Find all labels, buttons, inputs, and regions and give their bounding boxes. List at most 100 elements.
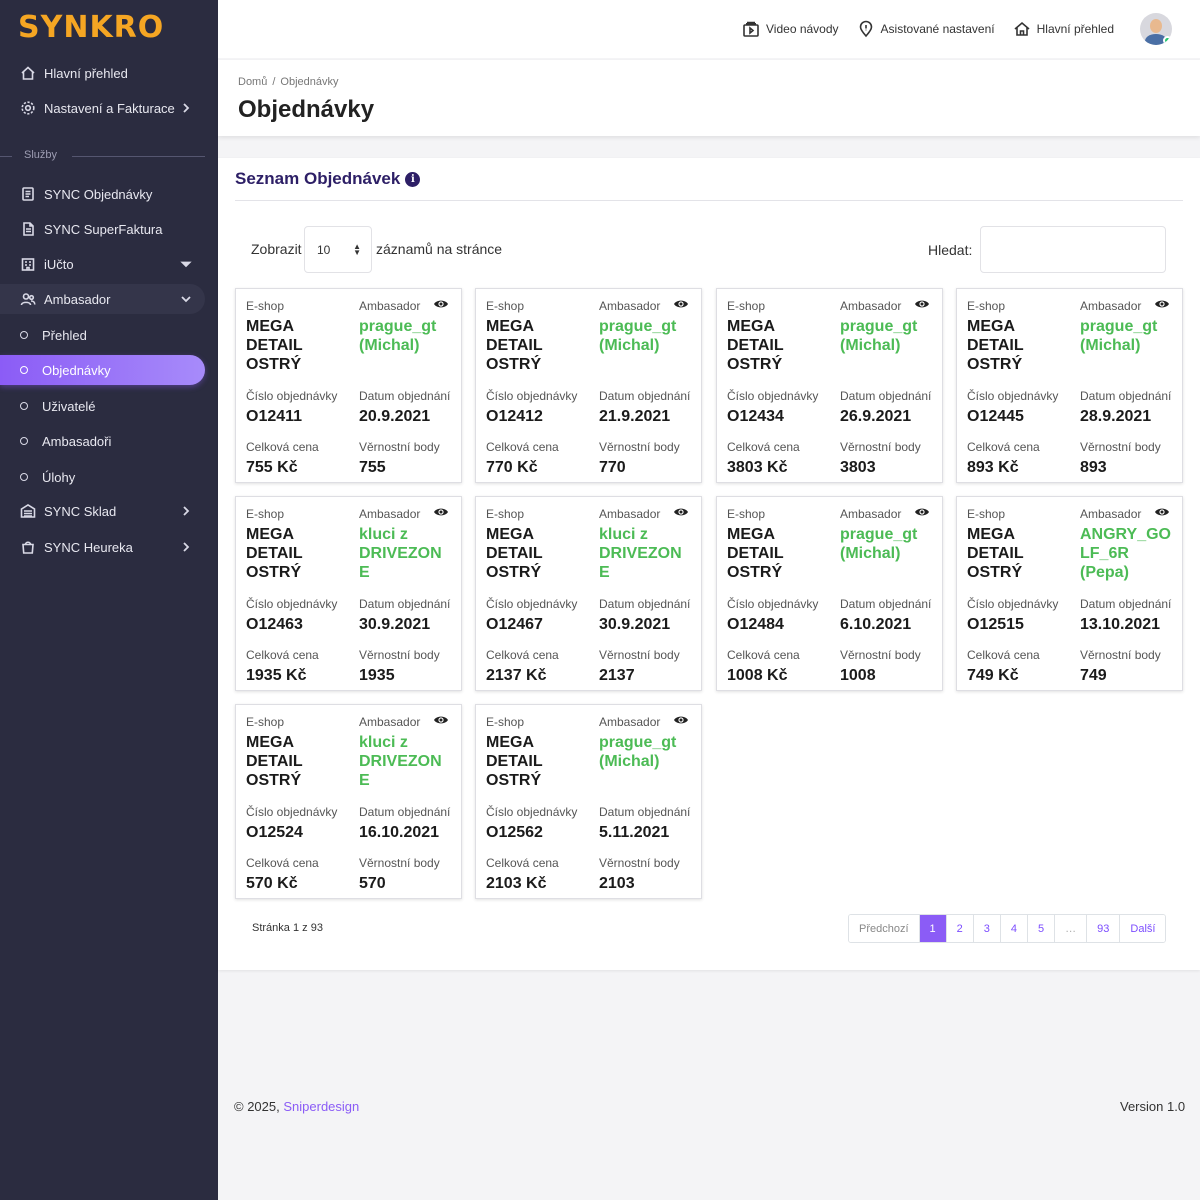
order-total: 770 Kč <box>486 459 538 476</box>
order-date: 6.10.2021 <box>840 616 912 633</box>
next-page-button[interactable]: Další <box>1119 915 1166 942</box>
breadcrumb-home[interactable]: Domů <box>238 76 268 88</box>
sidebar-subitem-tasks[interactable]: Úlohy <box>0 462 205 492</box>
order-date-label: Datum objednání <box>599 805 691 819</box>
ambassador-name[interactable]: prague_gt (Michal) <box>599 733 709 771</box>
video-icon <box>743 21 759 37</box>
eshop-name-line: OSTRÝ <box>486 772 542 789</box>
eshop-name-line: OSTRÝ <box>246 772 302 789</box>
sidebar-subitem-users[interactable]: Uživatelé <box>0 391 205 421</box>
eshop-name-line: OSTRÝ <box>967 356 1023 373</box>
chevron-right-icon <box>179 101 193 115</box>
ambassador-name[interactable]: prague_gt (Michal) <box>359 317 469 355</box>
ambassador-name[interactable]: ANGRY_GO LF_6R (Pepa) <box>1080 525 1190 582</box>
points-label: Věrnostní body <box>599 440 680 454</box>
video-tutorials-link[interactable]: Video návody <box>742 20 839 38</box>
ambassador-name[interactable]: prague_gt (Michal) <box>599 317 709 355</box>
assisted-setup-link[interactable]: Asistované nastavení <box>857 20 995 38</box>
points-label: Věrnostní body <box>359 856 440 870</box>
eye-icon[interactable] <box>433 505 449 517</box>
ambassador-name[interactable]: kluci z DRIVEZON E <box>359 525 469 582</box>
eye-icon[interactable] <box>433 713 449 725</box>
eye-icon[interactable] <box>673 505 689 517</box>
eye-icon[interactable] <box>1154 297 1170 309</box>
ambassador-name-line: (Michal) <box>599 337 660 354</box>
pagination: Předchozí 1 2 3 4 5… 93 Další <box>848 914 1167 943</box>
chevron-right-icon <box>179 504 193 518</box>
sidebar-item-sync-heureka[interactable]: SYNC Heureka <box>0 532 205 562</box>
page-button[interactable]: 3 <box>972 915 1000 942</box>
page-button[interactable]: 93 <box>1086 915 1120 942</box>
order-card: E-shop Ambasador MEGA DETAIL OSTRÝ kluci z DRI… <box>235 496 462 691</box>
eye-icon[interactable] <box>1154 505 1170 517</box>
page-length-select[interactable]: 10 ▲ ▼ <box>304 226 372 273</box>
page-button[interactable]: 2 <box>945 915 973 942</box>
order-number-label: Číslo objednávky <box>246 597 338 611</box>
ambassador-name-line: kluci z <box>359 734 408 751</box>
total-label: Celková cena <box>486 856 559 870</box>
eshop-name-line: DETAIL <box>486 337 543 354</box>
order-total: 1935 Kč <box>246 667 307 684</box>
breadcrumb-separator: / <box>272 76 276 88</box>
ambassador-name[interactable]: prague_gt (Michal) <box>840 525 950 563</box>
assisted-setup-label: Asistované nastavení <box>880 22 995 36</box>
order-card: E-shop Ambasador MEGA DETAIL OSTRÝ prague_gt (… <box>475 288 702 483</box>
eshop-name-line: OSTRÝ <box>727 564 783 581</box>
caret-down-icon <box>179 257 193 271</box>
home-icon <box>20 65 36 81</box>
ambassador-name[interactable]: prague_gt (Michal) <box>1080 317 1190 355</box>
ambassador-name-line: LF_6R <box>1080 545 1129 562</box>
info-icon[interactable]: i <box>405 171 421 187</box>
ambassador-name[interactable]: kluci z DRIVEZON E <box>599 525 709 582</box>
logo[interactable]: SYNKRO <box>18 10 165 45</box>
location-pin-icon <box>859 20 872 38</box>
chevron-right-icon <box>179 540 193 554</box>
eshop-name: MEGA DETAIL OSTRÝ <box>967 525 1024 582</box>
order-card: E-shop Ambasador MEGA DETAIL OSTRÝ prague_gt (… <box>475 704 702 899</box>
eye-icon[interactable] <box>914 297 930 309</box>
order-number: O12412 <box>486 408 543 425</box>
sidebar-subitem-overview[interactable]: Přehled <box>0 320 205 350</box>
list-title-text: Seznam Objednávek <box>235 169 401 188</box>
prev-page-button[interactable]: Předchozí <box>849 915 919 942</box>
sidebar-item-superfaktura[interactable]: SYNC SuperFaktura <box>0 214 205 244</box>
sidebar-item-sync-warehouse[interactable]: SYNC Sklad <box>0 496 205 526</box>
eshop-name-line: MEGA <box>486 318 534 335</box>
ambassador-name[interactable]: prague_gt (Michal) <box>840 317 950 355</box>
eshop-name-line: DETAIL <box>967 337 1024 354</box>
footer-link[interactable]: Sniperdesign <box>283 1099 360 1114</box>
sidebar-item-dashboard[interactable]: Hlavní přehled <box>0 58 205 88</box>
eye-icon[interactable] <box>914 505 930 517</box>
avatar[interactable] <box>1140 13 1172 45</box>
select-arrows-icon: ▲ ▼ <box>353 242 361 257</box>
topbar: Video návody Asistované nastavení Hlavní… <box>218 0 1200 58</box>
sidebar-subitem-orders[interactable]: Objednávky <box>0 355 205 385</box>
eye-icon[interactable] <box>673 713 689 725</box>
eye-icon[interactable] <box>673 297 689 309</box>
main-overview-link[interactable]: Hlavní přehled <box>1013 20 1114 38</box>
points-label: Věrnostní body <box>840 648 921 662</box>
eshop-name: MEGA DETAIL OSTRÝ <box>246 733 303 790</box>
points-label: Věrnostní body <box>359 648 440 662</box>
order-date-label: Datum objednání <box>840 597 932 611</box>
page-button[interactable]: 5 <box>1027 915 1055 942</box>
ambassador-name[interactable]: kluci z DRIVEZON E <box>359 733 469 790</box>
sidebar-item-settings[interactable]: Nastavení a Fakturace <box>0 93 205 123</box>
length-suffix: záznamů na stránce <box>376 241 503 257</box>
sidebar-subitem-ambassadors[interactable]: Ambasadoři <box>0 426 205 456</box>
sidebar-item-iucto[interactable]: iUčto <box>0 249 205 279</box>
sidebar-item-ambassador[interactable]: Ambasador <box>0 284 205 314</box>
page-button[interactable]: 1 <box>918 915 946 942</box>
footer-copyright: © 2025, Sniperdesign <box>234 1099 359 1114</box>
page-button[interactable]: 4 <box>999 915 1028 942</box>
eye-icon[interactable] <box>433 297 449 309</box>
sidebar-item-sync-orders[interactable]: SYNC Objednávky <box>0 179 205 209</box>
ambassador-name-line: kluci z <box>599 526 648 543</box>
order-date-label: Datum objednání <box>359 389 451 403</box>
eshop-name-line: MEGA <box>486 734 534 751</box>
search-input[interactable] <box>980 226 1166 273</box>
loyalty-points: 1008 <box>840 667 876 684</box>
order-number: O12524 <box>246 824 303 841</box>
loyalty-points: 2137 <box>599 667 635 684</box>
search-label: Hledat: <box>928 242 973 258</box>
